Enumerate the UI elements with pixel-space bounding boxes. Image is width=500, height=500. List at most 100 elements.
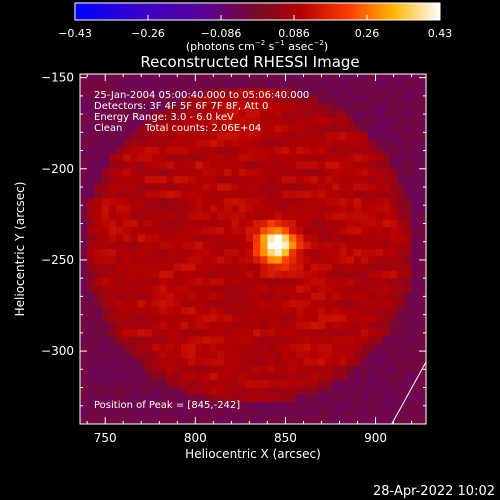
heatmap-cell [87, 88, 96, 97]
heatmap-cell [296, 270, 305, 279]
heatmap-cell [267, 263, 276, 272]
heatmap-cell [94, 190, 103, 199]
heatmap-cell [238, 168, 247, 177]
heatmap-cell [289, 336, 297, 345]
heatmap-cell [238, 190, 247, 199]
heatmap-cell [332, 307, 341, 316]
heatmap-cell [274, 125, 283, 133]
heatmap-cell [310, 372, 319, 381]
heatmap-cell [253, 81, 261, 90]
heatmap-cell [281, 336, 290, 345]
heatmap-cell [224, 161, 232, 170]
heatmap-cell [253, 278, 261, 287]
heatmap-cell [274, 372, 283, 381]
heatmap-cell [224, 321, 232, 330]
heatmap-cell [332, 125, 341, 133]
heatmap-cell [216, 125, 225, 133]
heatmap-cell [180, 168, 189, 177]
heatmap-cell [339, 292, 348, 301]
heatmap-cell [180, 380, 189, 389]
heatmap-cell [274, 110, 283, 119]
heatmap-cell [317, 402, 326, 411]
heatmap-cell [195, 402, 204, 411]
heatmap-cell [296, 292, 305, 301]
heatmap-cell [94, 176, 103, 184]
heatmap-cell [389, 125, 398, 133]
heatmap-cell [245, 197, 254, 206]
heatmap-cell [260, 161, 269, 170]
heatmap-cell [310, 270, 319, 279]
heatmap-cell [418, 285, 427, 294]
heatmap-cell [202, 270, 211, 279]
heatmap-cell [173, 300, 182, 308]
heatmap-cell [361, 81, 369, 90]
heatmap-cell [101, 394, 110, 403]
heatmap-cell [159, 125, 168, 133]
heatmap-cell [346, 380, 355, 389]
heatmap-cell [310, 402, 319, 411]
heatmap-cell [253, 256, 261, 265]
heatmap-cell [332, 263, 341, 272]
heatmap-cell [296, 103, 305, 112]
heatmap-cell [108, 132, 117, 141]
heatmap-cell [389, 336, 398, 345]
heatmap-cell [130, 256, 139, 265]
heatmap-cell [137, 249, 146, 257]
heatmap-cell [310, 88, 319, 97]
heatmap-cell [238, 387, 247, 396]
x-tick-label: 900 [364, 431, 387, 445]
heatmap-cell [310, 154, 319, 163]
heatmap-cell [123, 285, 132, 294]
heatmap-cell [404, 154, 413, 163]
x-tick-label: 800 [184, 431, 207, 445]
heatmap-cell [166, 285, 175, 294]
heatmap-cell [411, 249, 420, 257]
heatmap-cell [130, 117, 139, 126]
heatmap-cell [339, 205, 348, 214]
heatmap-cell [180, 256, 189, 265]
heatmap-cell [389, 270, 398, 279]
heatmap-cell [224, 300, 232, 308]
heatmap-cell [375, 241, 384, 250]
heatmap-cell [144, 358, 153, 367]
heatmap-cell [325, 292, 333, 301]
heatmap-cell [152, 329, 160, 338]
heatmap-cell [152, 300, 160, 308]
heatmap-cell [123, 110, 132, 119]
heatmap-cell [108, 110, 117, 119]
heatmap-cell [216, 278, 225, 287]
heatmap-cell [274, 409, 283, 418]
heatmap-cell [346, 95, 355, 104]
heatmap-cell [159, 409, 168, 418]
heatmap-cell [173, 74, 182, 82]
heatmap-cell [382, 292, 391, 301]
heatmap-cell [361, 307, 369, 316]
heatmap-cell [245, 380, 254, 389]
heatmap-cell [310, 409, 319, 418]
heatmap-cell [195, 307, 204, 316]
heatmap-cell [289, 372, 297, 381]
heatmap-cell [202, 249, 211, 257]
heatmap-cell [317, 256, 326, 265]
heatmap-cell [180, 110, 189, 119]
colorbar-ticks [74, 15, 441, 20]
heatmap-cell [173, 183, 182, 192]
heatmap-cell [173, 95, 182, 104]
heatmap-cell [397, 343, 405, 352]
heatmap-cell [166, 249, 175, 257]
heatmap-cell [80, 88, 88, 97]
heatmap-cell [418, 409, 427, 418]
heatmap-cell [260, 88, 269, 97]
heatmap-cell [130, 88, 139, 97]
heatmap-cell [274, 336, 283, 345]
heatmap-cell [94, 81, 103, 90]
heatmap-cell [130, 263, 139, 272]
heatmap-cell [411, 372, 420, 381]
heatmap-cell [188, 88, 196, 97]
heatmap-cell [180, 307, 189, 316]
heatmap-cell [389, 219, 398, 228]
heatmap-cell [87, 300, 96, 308]
heatmap-cell [260, 176, 269, 184]
heatmap-cell [130, 365, 139, 374]
heatmap-cell [116, 256, 124, 265]
